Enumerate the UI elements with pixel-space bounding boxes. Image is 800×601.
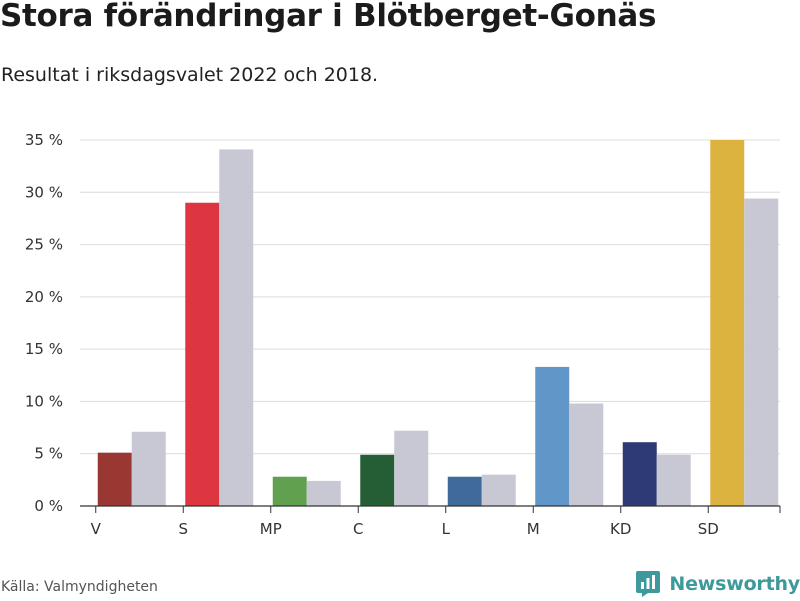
bar-2022-C: C 2022: 4.9 % (360, 454, 395, 506)
x-tick-label: S (178, 520, 188, 538)
source-note: Källa: Valmyndigheten (1, 579, 158, 595)
bar-2018-KD: KD 2018: 4.9 % (656, 454, 691, 506)
x-tick-label: MP (260, 520, 282, 538)
bar-2018-MP: MP 2018: 2.4 % (306, 480, 341, 506)
y-tick-label: 10 % (25, 392, 63, 410)
bar-2018-C: C 2018: 7.2 % (394, 430, 429, 506)
brand-logo: Newsworthy (635, 567, 800, 601)
bar-2022-SD: SD 2022: 35 % (710, 140, 745, 506)
x-tick-label: V (91, 520, 102, 538)
y-tick-label: 15 % (25, 340, 63, 358)
bar-2018-S: S 2018: 34.1 % (219, 149, 254, 506)
bar-2018-L: L 2018: 3 % (481, 474, 516, 506)
newsworthy-logo-icon (636, 571, 661, 597)
y-tick-label: 20 % (25, 288, 63, 306)
x-tick-label: L (442, 520, 451, 538)
bar-2022-L: L 2022: 2.8 % (447, 476, 482, 506)
y-tick-label: 0 % (34, 497, 63, 515)
x-tick-label: C (353, 520, 363, 538)
bar-2022-KD: KD 2022: 6.1 % (622, 442, 657, 506)
chart-subtitle: Resultat i riksdagsvalet 2022 och 2018. (1, 64, 379, 86)
y-tick-label: 30 % (25, 183, 63, 201)
bar-2022-MP: MP 2022: 2.8 % (272, 476, 307, 506)
bar-2018-V: V 2018: 7.1 % (131, 431, 166, 506)
bar-2018-M: M 2018: 9.8 % (569, 403, 604, 506)
bar-chart: 0 % 5 % 10 % 15 % 20 % 25 % 30 % 35 % V 2022: 5.… (25, 131, 781, 538)
y-tick-label: 5 % (34, 445, 63, 463)
bar-2022-M: M 2022: 13.3 % (535, 366, 570, 506)
y-tick-label: 35 % (25, 131, 63, 149)
chart-title: Stora förändringar i Blötberget-Gonäs (0, 0, 657, 34)
brand-name: Newsworthy (669, 573, 800, 595)
bar-2022-S: S 2022: 29 % (185, 202, 220, 506)
bar-2018-SD: SD 2018: 29.4 % (744, 198, 779, 506)
bar-2022-V: V 2022: 5.1 % (97, 452, 132, 506)
x-tick-label: SD (698, 520, 719, 538)
x-tick-label: M (527, 520, 540, 538)
x-tick-label: KD (610, 520, 631, 538)
y-tick-label: 25 % (25, 236, 63, 254)
